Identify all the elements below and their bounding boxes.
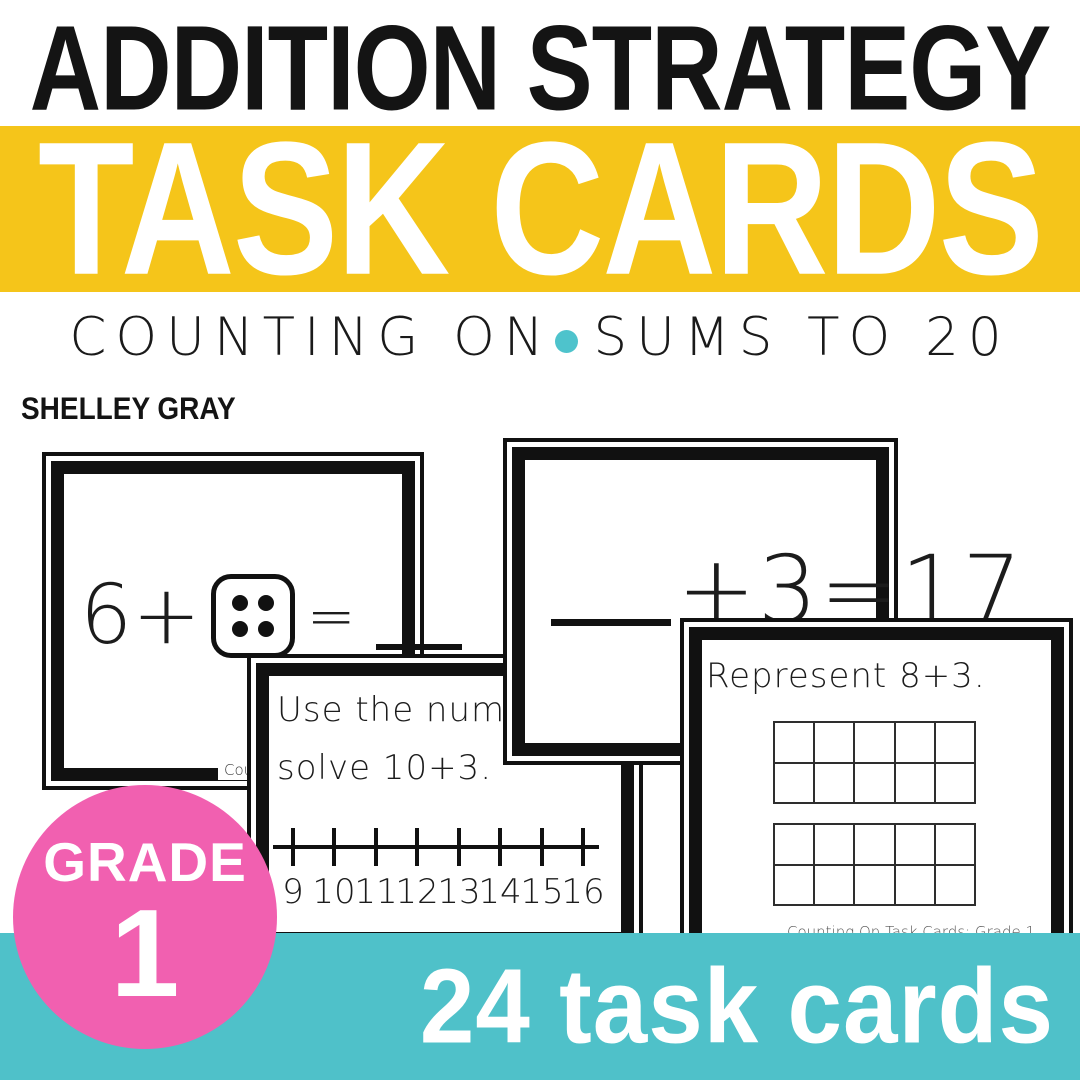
- ten-frame-cell: [815, 763, 854, 802]
- ten-frame-cell: [895, 723, 934, 762]
- task-card-numberline: Use the number line to solve 10+3. 9 10 …: [247, 654, 689, 954]
- equals-sign: =: [306, 582, 356, 650]
- number-line-tick: 11: [354, 828, 398, 912]
- number-line-tick: 13: [437, 828, 481, 912]
- ten-frame-cell: [775, 723, 814, 762]
- ten-frame-cell: [855, 763, 894, 802]
- banner-band: TASK CARDS: [0, 103, 1080, 314]
- ten-frame-cell: [855, 825, 894, 864]
- task-card-tenframe-frame: Represent 8+3. Counting On Task Cards: G…: [689, 627, 1064, 953]
- number-line: 9 10 11 12 13 14 15 16: [273, 828, 607, 912]
- tick-label: 10: [312, 872, 356, 912]
- dice-pip: [257, 595, 274, 611]
- ten-frame-cell: [895, 825, 934, 864]
- grade-badge-label: GRADE: [43, 830, 247, 893]
- ten-frame-cell: [935, 723, 974, 762]
- main-title: ADDITION STRATEGY: [0, 0, 1080, 135]
- ten-frame-cell: [895, 865, 934, 904]
- ten-frame-cell: [855, 723, 894, 762]
- prompt-line-2: solve 10+3.: [277, 748, 492, 789]
- subtitle: COUNTING ON SUMS TO 20: [0, 302, 1080, 372]
- answer-blank: [375, 644, 462, 650]
- dice-equation: 6+ =: [80, 574, 462, 658]
- tenframe-title: Represent 8+3.: [706, 656, 986, 696]
- tick-label: 16: [561, 872, 605, 912]
- answer-blank: [551, 619, 671, 626]
- ten-frame-cell: [935, 763, 974, 802]
- number-line-tick: 9: [282, 828, 304, 912]
- number-line-tick: 14: [478, 828, 522, 912]
- ten-frame-cell: [815, 825, 854, 864]
- dice-pip: [231, 595, 248, 611]
- dice-icon: [210, 574, 295, 658]
- ten-frame-cell: [935, 865, 974, 904]
- ten-frame-grid: [773, 721, 976, 804]
- number-line-tick: 15: [520, 828, 564, 912]
- ten-frame-cell: [775, 825, 814, 864]
- dice-pip: [231, 621, 248, 637]
- equation-prefix: 6+: [80, 568, 201, 663]
- bullet-dot-icon: [554, 329, 578, 353]
- main-title-text: ADDITION STRATEGY: [29, 0, 1052, 136]
- ten-frame-cell: [815, 723, 854, 762]
- tick-label: 11: [354, 872, 398, 912]
- footer-band-label: 24 task cards: [419, 946, 1054, 1066]
- ten-frame-cell: [775, 865, 814, 904]
- grade-badge-number: 1: [110, 884, 180, 1023]
- tick-label: 14: [478, 872, 522, 912]
- tick-label: 15: [520, 872, 564, 912]
- dice-pip: [257, 621, 274, 637]
- number-line-tick: 10: [312, 828, 356, 912]
- ten-frame-cell: [855, 865, 894, 904]
- grade-badge: GRADE 1: [13, 785, 277, 1049]
- ten-frame-cell: [815, 865, 854, 904]
- ten-frame-cell: [935, 825, 974, 864]
- tick-label: 13: [437, 872, 481, 912]
- task-card-tenframe: Represent 8+3. Counting On Task Cards: G…: [680, 618, 1073, 962]
- number-line-axis: [273, 845, 599, 849]
- number-line-tick: 16: [561, 828, 605, 912]
- ten-frame-cell: [775, 763, 814, 802]
- number-line-tick: 12: [395, 828, 439, 912]
- tick-label: 9: [282, 872, 304, 912]
- author-name: SHELLEY GRAY: [21, 391, 236, 426]
- subtitle-left: COUNTING ON: [69, 306, 553, 368]
- tick-label: 12: [395, 872, 439, 912]
- ten-frame-cell: [895, 763, 934, 802]
- subtitle-right: SUMS TO 20: [593, 306, 1011, 368]
- ten-frame-grid: [773, 823, 976, 906]
- task-card-numberline-frame: Use the number line to solve 10+3. 9 10 …: [256, 663, 689, 945]
- banner-text: TASK CARDS: [37, 102, 1044, 315]
